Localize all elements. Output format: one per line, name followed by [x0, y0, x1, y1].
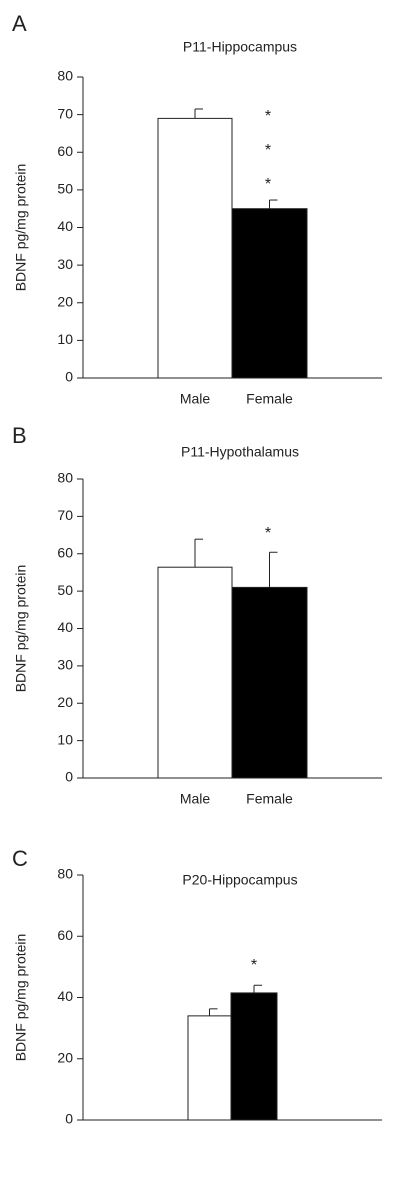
chart-title: P11-Hypothalamus: [181, 444, 299, 460]
y-tick-label: 50: [57, 181, 73, 197]
y-tick-label: 0: [65, 369, 73, 385]
significance-marker: *: [265, 108, 271, 125]
panel-letter: C: [12, 846, 28, 871]
y-tick-label: 30: [57, 256, 73, 272]
chart-title: P20-Hippocampus: [182, 872, 297, 888]
y-tick-label: 10: [57, 731, 73, 747]
x-tick-label: Male: [180, 391, 211, 407]
y-tick-label: 40: [57, 218, 73, 234]
y-tick-label: 60: [57, 927, 73, 943]
x-tick-label: Female: [246, 391, 293, 407]
y-tick-label: 40: [57, 988, 73, 1004]
y-tick-label: 50: [57, 582, 73, 598]
bar: [231, 208, 308, 379]
significance-marker: *: [265, 176, 271, 193]
bar: [187, 1015, 232, 1121]
chart-title: P11-Hippocampus: [183, 39, 297, 55]
bar: [231, 586, 308, 779]
significance-marker: *: [265, 525, 271, 542]
panel-letter: A: [12, 11, 27, 36]
y-tick-label: 0: [65, 1111, 73, 1127]
x-tick-label: Male: [180, 791, 211, 807]
y-tick-label: 60: [57, 143, 73, 159]
y-tick-label: 10: [57, 331, 73, 347]
significance-marker: *: [265, 142, 271, 159]
y-tick-label: 80: [57, 866, 73, 882]
y-tick-label: 20: [57, 694, 73, 710]
x-tick-label: Female: [246, 791, 293, 807]
y-tick-label: 70: [57, 105, 73, 121]
y-tick-label: 30: [57, 657, 73, 673]
y-tick-label: 40: [57, 619, 73, 635]
y-tick-label: 80: [57, 68, 73, 84]
y-axis-label: BDNF pg/mg protein: [13, 934, 29, 1062]
y-tick-label: 70: [57, 507, 73, 523]
significance-marker: *: [251, 957, 257, 974]
panel-letter: B: [12, 423, 27, 448]
bar: [157, 566, 233, 779]
y-tick-label: 20: [57, 1049, 73, 1065]
y-tick-label: 80: [57, 470, 73, 486]
y-axis-label: BDNF pg/mg protein: [13, 164, 29, 292]
bar: [157, 117, 233, 379]
y-tick-label: 20: [57, 293, 73, 309]
y-tick-label: 0: [65, 769, 73, 785]
bar: [230, 992, 278, 1121]
y-axis-label: BDNF pg/mg protein: [13, 565, 29, 693]
y-tick-label: 60: [57, 544, 73, 560]
